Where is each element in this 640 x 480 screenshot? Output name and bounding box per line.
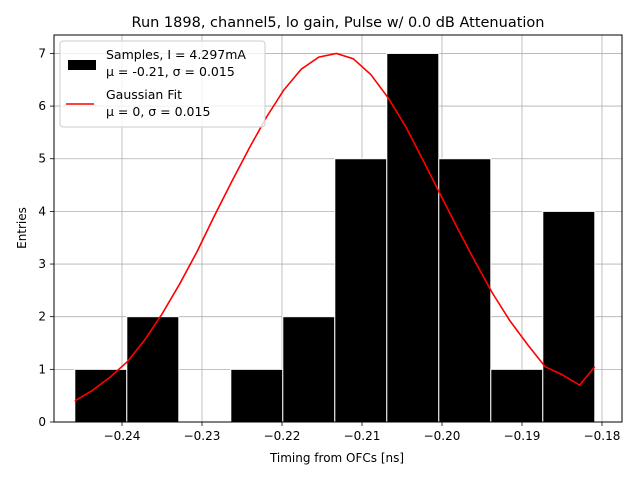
chart-title: Run 1898, channel5, lo gain, Pulse w/ 0.… [132, 15, 545, 31]
y-tick-label: 3 [38, 257, 46, 271]
legend-label-fit: Gaussian Fit [106, 87, 182, 102]
y-tick-label: 1 [38, 362, 46, 376]
legend-label-fit-stats: μ = 0, σ = 0.015 [106, 104, 210, 119]
histogram-bar [334, 158, 388, 423]
legend-label-samples-stats: μ = -0.21, σ = 0.015 [106, 64, 235, 79]
histogram-bars [74, 52, 596, 423]
histogram-bar [230, 368, 284, 423]
gaussian-fit [74, 52, 596, 402]
y-tick-label: 6 [38, 99, 46, 113]
y-axis-label: Entries [15, 207, 29, 249]
legend-swatch-samples [68, 60, 96, 70]
histogram-bar [542, 210, 596, 423]
histogram-bar [126, 316, 180, 423]
histogram-bar [490, 368, 544, 423]
x-tick-label: −0.18 [584, 429, 621, 443]
legend-box [59, 40, 266, 128]
histogram-bar [386, 52, 440, 423]
y-tick-label: 2 [38, 310, 46, 324]
x-axis-label: Timing from OFCs [ns] [269, 451, 404, 465]
legend-label-samples: Samples, I = 4.297mA [106, 47, 246, 62]
plot-frame [53, 34, 623, 423]
histogram-bar [438, 158, 492, 423]
x-tick-label: −0.23 [184, 429, 221, 443]
x-tick-label: −0.22 [264, 429, 301, 443]
x-tick-label: −0.19 [504, 429, 541, 443]
axis-ticks: −0.24 −0.23 −0.22 −0.21 −0.20 −0.19 −0.18 0 1 2 3 4… [38, 46, 620, 443]
y-tick-label: 5 [38, 152, 46, 166]
y-tick-label: 4 [38, 204, 46, 218]
x-tick-label: −0.24 [104, 429, 141, 443]
fit-curve [74, 52, 596, 402]
y-tick-label: 0 [38, 415, 46, 429]
legend: Samples, I = 4.297mA μ = -0.21, σ = 0.01… [59, 40, 266, 128]
histogram-bar [282, 316, 336, 423]
x-tick-label: −0.21 [344, 429, 381, 443]
y-tick-label: 7 [38, 46, 46, 60]
x-tick-label: −0.20 [424, 429, 461, 443]
